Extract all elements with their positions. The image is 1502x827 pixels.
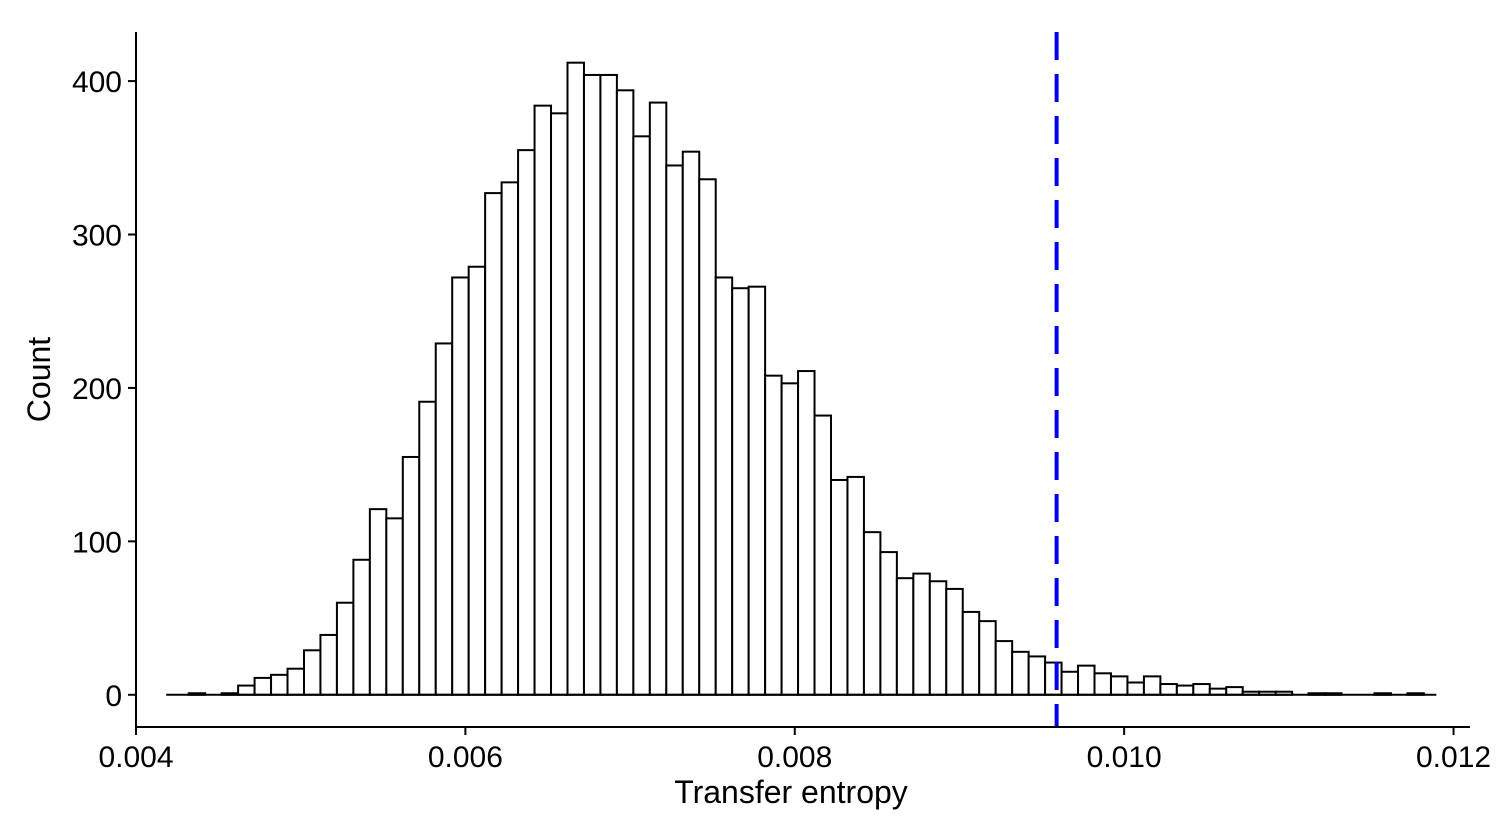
histogram-bar: [368, 508, 388, 696]
histogram-bar: [714, 276, 734, 696]
histogram-bar: [928, 580, 948, 696]
histogram-bar: [681, 150, 701, 696]
histogram-bar: [335, 601, 355, 696]
histogram-bar: [1109, 675, 1129, 696]
histogram-bar: [1044, 661, 1063, 696]
histogram-bar: [418, 400, 437, 696]
histogram-bar: [961, 610, 981, 696]
histogram-bar: [780, 382, 800, 696]
histogram-bar: [286, 667, 305, 696]
histogram-bar: [912, 572, 931, 696]
histogram-bar: [599, 73, 618, 696]
histogram-bar: [797, 370, 816, 696]
y-tick-label: 200: [72, 373, 122, 406]
histogram-bar: [945, 587, 964, 696]
histogram-bar: [615, 89, 635, 696]
histogram-bar: [517, 149, 536, 696]
histogram-bar: [1011, 650, 1030, 696]
x-tick-label: 0.008: [757, 741, 832, 774]
histogram-bar: [1192, 683, 1211, 696]
histogram-bar: [566, 61, 585, 696]
histogram-bar: [1060, 670, 1080, 696]
x-axis-ticks: 0.004 0.006 0.008 0.010 0.012: [98, 727, 1491, 774]
histogram-bar: [484, 192, 503, 696]
histogram-bar: [550, 112, 569, 696]
histogram-bar: [500, 181, 520, 696]
y-axis-title: Count: [21, 337, 57, 423]
histogram-bar: [385, 517, 404, 696]
histogram-bar: [237, 684, 256, 696]
histogram-bar: [764, 374, 783, 696]
x-tick-label: 0.004: [98, 741, 173, 774]
histogram-bar: [582, 73, 602, 696]
histogram-bar: [879, 551, 898, 696]
histogram-bar: [1225, 686, 1244, 696]
histogram-bar: [451, 276, 470, 696]
histogram-bars: [187, 61, 1425, 696]
y-axis-ticks: 0 100 200 300 400: [72, 66, 136, 713]
histogram-bar: [895, 577, 915, 696]
histogram-bar: [434, 342, 454, 696]
histogram-bar: [270, 673, 289, 696]
histogram-bar: [1175, 684, 1195, 696]
x-tick-label: 0.012: [1416, 741, 1491, 774]
histogram-bar: [1126, 681, 1145, 696]
histogram-bar: [1159, 683, 1178, 696]
histogram-bar: [1142, 675, 1162, 696]
histogram-bar: [467, 265, 487, 696]
histogram-bar: [747, 285, 767, 696]
histogram-bar: [829, 478, 849, 696]
histogram-bar: [253, 676, 273, 696]
histogram-bar: [846, 475, 865, 696]
y-tick-label: 300: [72, 220, 122, 253]
x-tick-label: 0.006: [428, 741, 503, 774]
histogram-bar: [698, 178, 717, 696]
histogram-bar: [731, 287, 750, 696]
histogram-bar: [352, 558, 371, 696]
histogram-bar: [665, 164, 684, 696]
histogram-bar: [533, 104, 553, 696]
histogram-bar: [994, 640, 1014, 696]
y-tick-label: 0: [105, 680, 122, 713]
histogram-bar: [862, 531, 882, 696]
y-tick-label: 400: [72, 66, 122, 99]
histogram-bar: [813, 414, 832, 696]
histogram-bar: [632, 135, 651, 696]
x-axis-title: Transfer entropy: [674, 774, 908, 810]
histogram-bar: [1077, 664, 1096, 696]
x-tick-label: 0.010: [1087, 741, 1162, 774]
histogram-bar: [302, 649, 322, 696]
histogram-bar: [1093, 672, 1112, 696]
y-tick-label: 100: [72, 526, 122, 559]
histogram-bar: [1027, 655, 1047, 696]
histogram-bar: [648, 101, 668, 696]
histogram-bar: [401, 455, 421, 696]
histogram-bar: [319, 633, 338, 696]
histogram-bar: [978, 620, 997, 696]
